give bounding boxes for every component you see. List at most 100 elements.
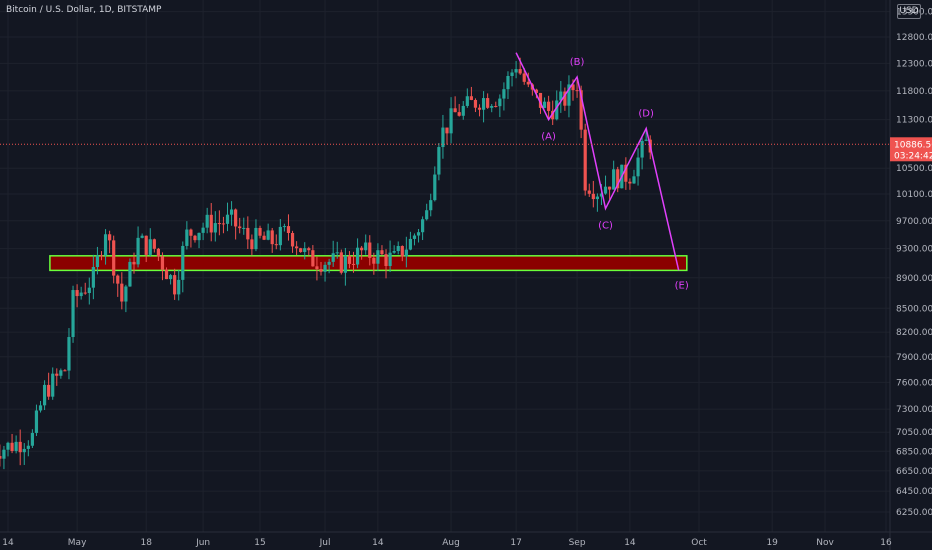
candle-body [563, 91, 567, 106]
candle-body [595, 196, 599, 200]
candle-body [140, 235, 144, 238]
candle-body [99, 255, 104, 257]
candle-body [607, 186, 612, 190]
candle-body [603, 186, 608, 194]
candle-body [246, 227, 250, 240]
candle-body [425, 210, 429, 220]
y-tick-label: 12300.00 [896, 59, 932, 69]
candle-body [108, 234, 112, 241]
candle-body [331, 253, 335, 262]
candle-body [250, 239, 254, 250]
y-tick-label: 8900.00 [896, 274, 932, 284]
candle-body [327, 261, 331, 265]
candle-body [120, 283, 124, 302]
candle-body [465, 96, 469, 106]
candle-body [116, 275, 120, 284]
candle-body [234, 209, 238, 227]
candle-body [575, 90, 579, 92]
candle-body [388, 252, 392, 266]
candle-body [181, 245, 185, 280]
candle-body [164, 269, 169, 280]
candle-body [355, 247, 360, 265]
x-tick-label: 14 [2, 538, 14, 548]
x-tick-label: 17 [510, 538, 521, 548]
countdown-label: 03:24:42 [894, 151, 932, 161]
candle-body [469, 96, 473, 100]
candle-body [278, 226, 282, 246]
y-tick-label: 12800.00 [896, 33, 932, 43]
candle-body [79, 292, 83, 297]
candle-body [583, 129, 587, 191]
candle-body [10, 442, 14, 452]
candle-body [490, 105, 494, 108]
candle-body [506, 75, 510, 90]
candle-body [136, 237, 140, 265]
candle-body [47, 384, 51, 397]
candle-body [421, 219, 425, 233]
currency-badge[interactable]: USD [897, 4, 921, 19]
candle-body [197, 232, 201, 241]
candle-body [254, 227, 258, 250]
x-tick-label: May [68, 538, 87, 548]
pattern-point-label: (E) [675, 280, 689, 291]
candle-body [538, 92, 543, 108]
x-tick-label: Aug [442, 538, 460, 548]
candle-body [103, 234, 108, 256]
candle-body [132, 261, 136, 265]
candle-body [18, 441, 22, 453]
y-tick-label: 9700.00 [896, 217, 932, 227]
candle-body [628, 181, 632, 184]
candle-body [400, 246, 404, 257]
candle-body [441, 127, 445, 148]
candle-body [457, 112, 461, 116]
candle-body [290, 233, 295, 247]
candle-body [498, 98, 502, 107]
candle-body [55, 373, 59, 376]
candle-body [437, 147, 441, 175]
candle-body [616, 169, 620, 189]
candle-body [30, 432, 34, 446]
candle-body [412, 235, 417, 239]
y-tick-label: 13300.00 [896, 8, 932, 18]
candle-body [315, 266, 319, 270]
candle-body [449, 108, 453, 134]
y-tick-label: 11300.00 [896, 116, 932, 126]
candle-body [555, 100, 559, 120]
x-tick-label: 14 [624, 538, 636, 548]
candle-body [384, 254, 388, 266]
y-tick-label: 8500.00 [896, 304, 932, 314]
y-tick-label: 7300.00 [896, 405, 932, 415]
candle-body [416, 232, 421, 236]
candle-body [376, 250, 380, 264]
y-tick-label: 6450.00 [896, 487, 932, 497]
candle-body [14, 441, 18, 452]
candle-body [286, 226, 291, 234]
candle-body [494, 105, 498, 107]
candle-body [486, 98, 490, 108]
candle-body [209, 214, 213, 233]
candle-body [63, 370, 67, 372]
candle-body [526, 81, 530, 85]
y-tick-label: 6650.00 [896, 467, 932, 477]
pattern-point-label: (B) [570, 57, 585, 68]
candle-body [282, 226, 287, 228]
candle-body [156, 248, 160, 257]
candle-body [514, 69, 518, 73]
candle-body [522, 73, 526, 82]
x-tick-label: Sep [569, 538, 586, 548]
candle-body [225, 214, 230, 224]
candle-body [307, 248, 311, 251]
y-tick-label: 7600.00 [896, 378, 932, 388]
candle-body [351, 263, 356, 265]
candle-body [242, 227, 246, 229]
candle-body [429, 200, 433, 211]
candle-body [567, 84, 571, 106]
last-price-badge [890, 137, 932, 162]
abcde-pattern: (A) (B) (C) (D) (E) [515, 52, 689, 291]
x-tick-label: 19 [766, 538, 778, 548]
candle-body [408, 238, 413, 250]
candle-body [217, 223, 221, 225]
candle-body [26, 445, 30, 449]
candle-body [112, 240, 116, 276]
